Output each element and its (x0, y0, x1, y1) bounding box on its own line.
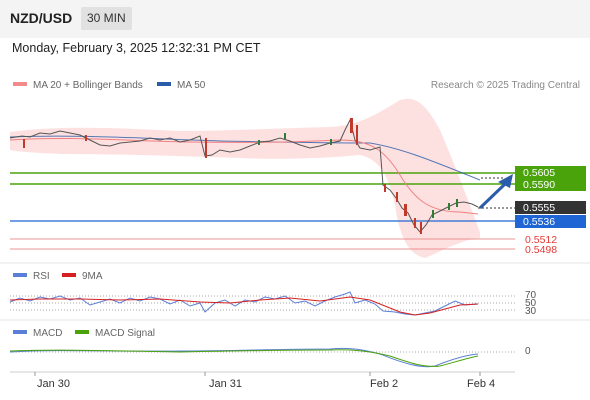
rsi-level-50: 50 (525, 298, 537, 309)
label-0605: 0.5605 (523, 167, 555, 179)
ma20-line (9, 137, 479, 215)
timestamp: Monday, February 3, 2025 12:32:31 PM CET (12, 41, 261, 55)
forecast-arrow-shaft (478, 182, 507, 210)
x-axis: Jan 30 Jan 31 Feb 2 Feb 4 (34, 372, 495, 390)
legend-macd-signal: MACD Signal (75, 328, 155, 339)
legend-macd: MACD (13, 328, 62, 339)
ma20-swatch (13, 82, 27, 87)
x-tick-jan31: Jan 31 (209, 378, 242, 390)
label-box-0590 (515, 178, 586, 191)
macd-panel: 0 (9, 346, 531, 368)
label-0512: 0.5512 (525, 234, 557, 246)
rsi-swatch (13, 273, 27, 278)
legend-9ma: 9MA (62, 271, 103, 282)
price-labels: 0.5605 0.5590 0.5555 0.5536 0.5512 0.549… (515, 166, 586, 256)
rsi-panel: 70 50 30 (9, 290, 537, 317)
label-0555: 0.5555 (523, 202, 555, 214)
label-box-0555 (515, 201, 586, 214)
x-tick-jan30: Jan 30 (37, 378, 70, 390)
macd-signal-swatch (75, 330, 89, 335)
rsi-9ma-line (9, 296, 479, 316)
macd-zero-label: 0 (525, 346, 531, 357)
timeframe-button[interactable]: 30 MIN (81, 7, 132, 30)
macd-swatch (13, 330, 27, 335)
research-credit: Research © 2025 Trading Central (430, 80, 580, 91)
currency-pair-title: NZD/USD (10, 10, 73, 26)
macd-signal-line (9, 349, 479, 367)
label-box-0605 (515, 166, 586, 179)
level-lines (10, 172, 515, 250)
price-line (9, 118, 479, 233)
label-0536: 0.5536 (523, 216, 555, 228)
bollinger-band (10, 98, 480, 258)
ma50-swatch (157, 82, 171, 87)
rsi-level-30: 30 (525, 306, 537, 317)
candles-up (258, 133, 458, 218)
legend-ma20-bollinger: MA 20 + Bollinger Bands (13, 80, 143, 91)
legend-rsi: RSI (13, 271, 50, 282)
legend-ma50: MA 50 (157, 80, 205, 91)
label-0498: 0.5498 (525, 244, 557, 256)
candles (23, 118, 422, 234)
9ma-swatch (62, 273, 76, 278)
label-0590: 0.5590 (523, 179, 555, 191)
x-tick-feb2: Feb 2 (370, 378, 398, 390)
rsi-line (9, 291, 479, 316)
label-box-0536 (515, 215, 586, 228)
forecast-arrow-icon (498, 174, 513, 188)
x-tick-feb4: Feb 4 (467, 378, 495, 390)
rsi-level-70: 70 (525, 290, 537, 301)
